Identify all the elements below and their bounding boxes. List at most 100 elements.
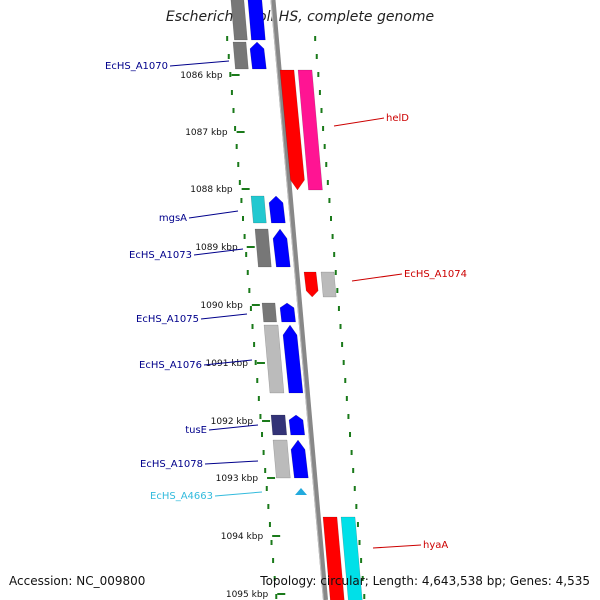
right-track-dot — [345, 396, 348, 401]
genome-backbone — [270, 0, 328, 600]
topology-label: Topology: — [260, 574, 317, 588]
ruler-label: 1088 kbp — [190, 185, 233, 195]
leader-line-echs-a1075 — [200, 313, 248, 320]
right-track-dot — [349, 432, 352, 437]
left-track-dot — [261, 432, 264, 437]
gene-label-echs-a1078: EcHS_A1078 — [140, 459, 203, 470]
ruler-tick — [231, 74, 240, 76]
left-track-dot — [238, 180, 241, 185]
right-track-dot — [334, 270, 337, 275]
left-track-dot — [246, 270, 249, 275]
right-track-dot — [325, 162, 328, 167]
leader-line-echs-a1074 — [351, 273, 403, 282]
accession-text: Accession: NC_009800 — [9, 574, 145, 588]
left-track-dot — [253, 342, 256, 347]
left-track-dot — [230, 90, 233, 95]
leader-line-echs-a1073 — [193, 248, 244, 256]
gene-label-tuse: tusE — [185, 425, 207, 436]
cds-arrow-mgsa — [268, 195, 286, 224]
left-track-dot — [270, 540, 273, 545]
ruler-label: 1092 kbp — [211, 417, 254, 427]
right-track-dot — [344, 378, 347, 383]
right-track-dot — [322, 126, 325, 131]
ruler-label: 1086 kbp — [180, 71, 223, 81]
ruler-tick — [262, 420, 271, 422]
cds-arrow-echs-a1076 — [282, 324, 304, 394]
left-track-dot — [268, 522, 271, 527]
left-track-dot — [240, 198, 243, 203]
cog-block-echs-a1070 — [232, 41, 249, 70]
cds-arrow-echs-a1070-top — [247, 0, 266, 41]
left-track-dot — [234, 126, 237, 131]
right-track-dot — [353, 486, 356, 491]
length-label: Length: — [372, 574, 419, 588]
ruler-label: 1093 kbp — [216, 474, 259, 484]
genes-label: Genes: — [509, 574, 552, 588]
gene-label-echs-a1075: EcHS_A1075 — [136, 314, 199, 325]
left-track-dot — [257, 396, 260, 401]
left-track-dot — [259, 414, 262, 419]
left-track-dot — [242, 216, 245, 221]
cds-arrow-echs-a1073 — [272, 228, 291, 268]
gene-label-echs-a1076: EcHS_A1076 — [139, 360, 202, 371]
ruler-label: 1091 kbp — [206, 359, 249, 369]
right-track-dot — [323, 144, 326, 149]
right-track-dot — [356, 522, 359, 527]
left-track-dot — [248, 288, 251, 293]
genes-value: 4,535 — [555, 574, 590, 588]
ruler-label: 1095 kbp — [226, 590, 269, 600]
right-track-dot — [358, 540, 361, 545]
cog-block-echs-a1070-top — [230, 0, 248, 41]
ruler-tick — [277, 593, 286, 595]
cog-block-echs-a1073 — [254, 228, 272, 268]
left-track-dot — [232, 108, 235, 113]
cds-arrow-echs-a1070 — [249, 41, 267, 70]
topology-value: circular — [320, 574, 365, 588]
right-track-dot — [315, 54, 318, 59]
ruler-tick — [241, 188, 250, 190]
gene-label-echs-a1070: EcHS_A1070 — [105, 61, 168, 72]
left-track-dot — [267, 504, 270, 509]
left-track-dot — [251, 324, 254, 329]
ruler-label: 1087 kbp — [185, 128, 228, 138]
gene-label-held: helD — [386, 113, 409, 124]
left-track-dot — [272, 558, 275, 563]
gene-label-echs-a4663: EcHS_A4663 — [150, 491, 213, 502]
left-track-dot — [229, 72, 232, 77]
cog-block-mgsa — [250, 195, 267, 224]
left-track-dot — [235, 144, 238, 149]
cds-arrow-hyaa — [322, 516, 345, 600]
right-track-dot — [314, 36, 317, 41]
rna-marker-echs-a4663 — [295, 488, 307, 495]
left-track-dot — [256, 378, 259, 383]
left-track-dot — [273, 576, 276, 581]
left-track-dot — [262, 450, 265, 455]
genome-summary: Topology: circular; Length: 4,643,538 bp… — [260, 574, 590, 588]
left-track-dot — [237, 162, 240, 167]
left-track-dot — [226, 36, 229, 41]
gene-label-mgsa: mgsA — [159, 213, 187, 224]
leader-line-mgsa — [188, 210, 239, 219]
right-track-dot — [361, 576, 364, 581]
left-track-dot — [227, 54, 230, 59]
cds-arrow-echs-a1075 — [279, 302, 296, 323]
right-track-dot — [330, 216, 333, 221]
cds-arrow-tuse — [288, 414, 306, 436]
ruler-tick — [272, 535, 281, 537]
right-track-dot — [328, 198, 331, 203]
cds-arrow-held — [279, 69, 305, 191]
leader-line-hyaa — [372, 544, 422, 549]
leader-line-echs-a1076 — [203, 359, 253, 366]
ruler-tick — [256, 362, 265, 364]
right-track-dot — [360, 558, 363, 563]
cog-block-echs-a1076 — [263, 324, 285, 394]
ruler-tick — [267, 477, 276, 479]
right-track-dot — [355, 504, 358, 509]
ruler-tick — [251, 304, 260, 306]
cog-block-echs-a1075 — [261, 302, 277, 323]
right-track-dot — [341, 342, 344, 347]
accession-value: NC_009800 — [76, 574, 146, 588]
left-track-dot — [245, 252, 248, 257]
